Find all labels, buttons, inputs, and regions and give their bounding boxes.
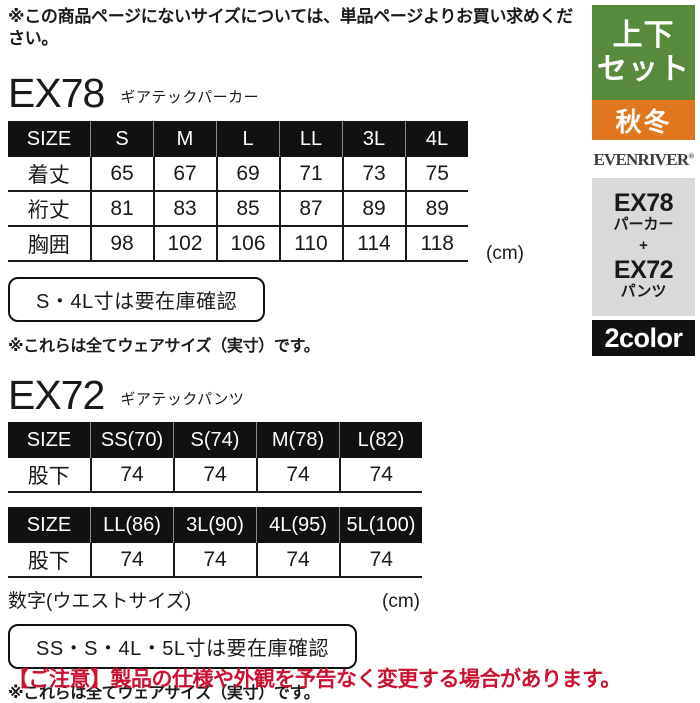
ex72-size-table-1: SIZE SS(70) S(74) M(78) L(82) 股下 74 74 7… <box>8 422 422 494</box>
header-cell: SIZE <box>8 121 91 158</box>
table-row: 股下 74 74 74 74 <box>8 458 422 494</box>
stock-confirm-box: S・4L寸は要在庫確認 <box>8 277 266 323</box>
header-cell: 4L <box>405 121 468 158</box>
product-model-2: EX72 <box>613 255 674 284</box>
size-value: 83 <box>152 191 217 228</box>
ex72-table2-wrap: SIZE LL(86) 3L(90) 4L(95) 5L(100) 股下 74 … <box>8 507 584 579</box>
size-value: 89 <box>341 191 406 228</box>
size-value: 98 <box>89 226 154 263</box>
stock-confirm-box-2: SS・S・4L・5L寸は要在庫確認 <box>8 624 358 670</box>
table-row: 股下 74 74 74 74 <box>8 543 422 579</box>
header-cell: LL <box>279 121 343 158</box>
size-value: 74 <box>255 458 340 494</box>
size-value: 114 <box>341 226 406 263</box>
size-value: 81 <box>89 191 154 228</box>
table-row: 着丈 65 67 69 71 73 75 <box>8 157 468 193</box>
header-row: SIZE S M L LL 3L 4L <box>8 121 468 158</box>
size-value: 74 <box>255 543 340 579</box>
unit-label: (cm) <box>486 243 524 265</box>
product-type-1: パーカー <box>613 216 674 234</box>
main-content: ※この商品ページにないサイズについては、単品ページよりお買い求めください。 EX… <box>8 6 584 703</box>
brand-logo: EVENRIVER® <box>592 150 695 170</box>
ex78-table-wrap: SIZE S M L LL 3L 4L 着丈 65 67 69 71 73 <box>8 121 584 265</box>
header-row: SIZE SS(70) S(74) M(78) L(82) <box>8 422 422 459</box>
ex72-heading: EX72 ギアテックパンツ <box>8 374 584 416</box>
header-cell: M <box>153 121 217 158</box>
size-value: 69 <box>215 157 280 193</box>
header-cell: LL(86) <box>90 507 174 544</box>
unit-label: (cm) <box>382 591 420 613</box>
header-cell: L <box>216 121 280 158</box>
top-notice: ※この商品ページにないサイズについては、単品ページよりお買い求めください。 <box>8 7 573 49</box>
header-cell: 4L(95) <box>256 507 340 544</box>
size-value: 87 <box>278 191 343 228</box>
size-value: 74 <box>338 458 422 494</box>
size-value: 85 <box>215 191 280 228</box>
size-value: 74 <box>172 458 257 494</box>
registered-mark: ® <box>688 151 694 161</box>
ex72-subtitle: ギアテックパンツ <box>120 390 245 408</box>
header-cell: SIZE <box>8 422 91 459</box>
ex78-model: EX78 <box>8 69 105 116</box>
ex78-subtitle: ギアテックパーカー <box>120 88 260 106</box>
table-row: 裄丈 81 83 85 87 89 89 <box>8 191 468 228</box>
table-row: 胸囲 98 102 106 110 114 118 <box>8 226 468 263</box>
size-value: 73 <box>341 157 406 193</box>
color-count-badge: 2color <box>592 319 695 356</box>
size-value: 65 <box>89 157 154 193</box>
product-type-2: パンツ <box>620 282 667 300</box>
header-cell: 3L <box>342 121 406 158</box>
size-value: 67 <box>152 157 217 193</box>
set-badge-line1: 上下 <box>612 18 675 52</box>
waist-note-row: 数字(ウエストサイズ) (cm) <box>8 586 420 613</box>
size-value: 118 <box>404 226 468 263</box>
brand-name: EVENRIVER <box>593 150 689 169</box>
header-cell: SS(70) <box>90 422 174 459</box>
size-value: 110 <box>278 226 343 263</box>
product-set-box: EX78 パーカー + EX72 パンツ <box>592 178 695 316</box>
header-cell: SIZE <box>8 507 91 544</box>
size-value: 75 <box>404 157 468 193</box>
set-badge-line2: セット <box>597 52 690 86</box>
wear-size-note: ※これらは全てウェアサイズ（実寸）です。 <box>8 338 320 356</box>
size-value: 74 <box>338 543 422 579</box>
header-cell: S(74) <box>173 422 257 459</box>
header-cell: M(78) <box>256 422 340 459</box>
plus-sign: + <box>639 237 648 254</box>
caution-notice: 【ご注意】製品の仕様や外観を予告なく変更する場合があります。 <box>8 668 621 691</box>
size-value: 89 <box>404 191 468 228</box>
size-value: 71 <box>278 157 343 193</box>
header-cell: 3L(90) <box>173 507 257 544</box>
row-label: 股下 <box>8 458 91 494</box>
ex78-size-table: SIZE S M L LL 3L 4L 着丈 65 67 69 71 73 <box>8 121 468 263</box>
wear-size-note-2: ※これらは全てウェアサイズ（実寸）です。 <box>8 685 320 703</box>
header-cell: 5L(100) <box>339 507 422 544</box>
row-label: 裄丈 <box>8 191 91 228</box>
row-label: 胸囲 <box>8 226 91 263</box>
ex72-size-table-2: SIZE LL(86) 3L(90) 4L(95) 5L(100) 股下 74 … <box>8 507 422 579</box>
waist-size-note: 数字(ウエストサイズ) <box>8 591 192 613</box>
ex72-table1-wrap: SIZE SS(70) S(74) M(78) L(82) 股下 74 74 7… <box>8 422 584 494</box>
size-value: 74 <box>89 543 174 579</box>
header-cell: L(82) <box>339 422 422 459</box>
set-badge: 上下 セット <box>592 5 695 100</box>
size-value: 74 <box>89 458 174 494</box>
size-value: 102 <box>152 226 217 263</box>
row-label: 着丈 <box>8 157 91 193</box>
ex72-model: EX72 <box>8 371 105 418</box>
product-model-1: EX78 <box>613 189 674 217</box>
header-row: SIZE LL(86) 3L(90) 4L(95) 5L(100) <box>8 507 422 544</box>
size-value: 106 <box>215 226 280 263</box>
row-label: 股下 <box>8 543 91 579</box>
sidebar: 上下 セット 秋冬 EVENRIVER® EX78 パーカー + EX72 パン… <box>592 5 695 356</box>
ex78-heading: EX78 ギアテックパーカー <box>8 72 584 114</box>
size-value: 74 <box>172 543 257 579</box>
header-cell: S <box>90 121 154 158</box>
season-badge: 秋冬 <box>592 100 695 140</box>
